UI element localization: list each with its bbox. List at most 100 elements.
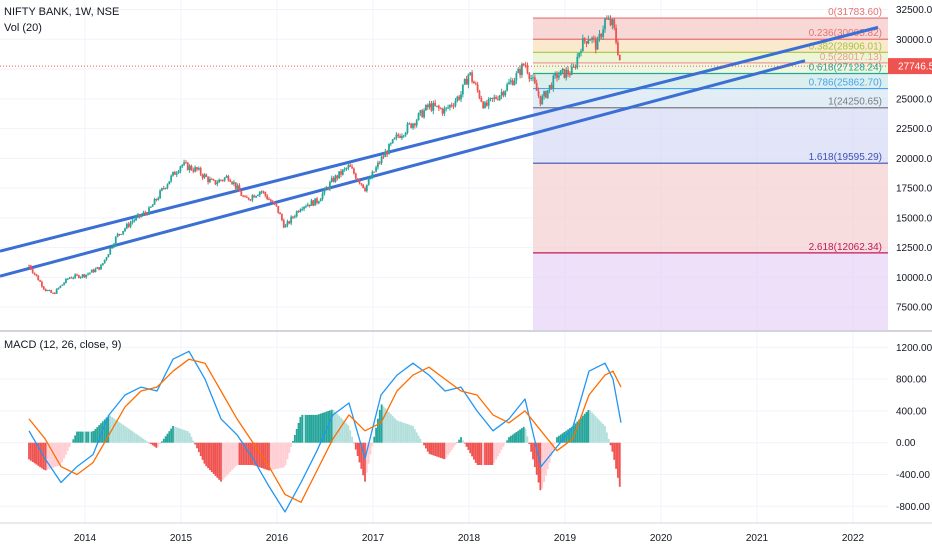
candle-body [218, 179, 221, 183]
macd-histogram-bar [90, 431, 93, 443]
macd-histogram-bar [611, 442, 614, 452]
macd-histogram-bar [129, 429, 132, 443]
candle-body [419, 110, 422, 114]
candle-body [465, 78, 468, 85]
candle-body [70, 277, 73, 279]
candle-body [349, 165, 352, 167]
candle-body [42, 286, 45, 289]
macd-histogram-bar [384, 408, 387, 443]
volume-legend[interactable]: Vol (20) [4, 22, 42, 34]
candle-body [292, 216, 294, 218]
candle-body [515, 73, 518, 81]
candle-body [66, 278, 69, 280]
candle-body [430, 103, 433, 111]
macd-histogram-bar [463, 442, 466, 444]
candle-body [199, 168, 202, 175]
candle-body [125, 223, 128, 229]
time-tick-label: 2017 [362, 533, 385, 544]
candle-body [33, 272, 36, 275]
candle-body [268, 199, 270, 201]
candle-body [74, 274, 77, 278]
candle-body [146, 213, 149, 215]
macd-histogram-bar [491, 442, 494, 465]
macd-histogram-bar [388, 412, 390, 443]
macd-histogram-bar [70, 442, 73, 444]
macd-histogram-bar [317, 414, 320, 443]
candle-body [347, 165, 350, 169]
macd-histogram-bar [116, 420, 119, 443]
macd-histogram-bar [190, 436, 193, 443]
macd-histogram-bar [290, 442, 293, 448]
macd-histogram-bar [247, 442, 250, 465]
candle-body [498, 95, 501, 100]
macd-histogram-bar [179, 428, 182, 443]
macd-histogram-bar [428, 442, 431, 455]
candle-body [371, 171, 374, 179]
price-tick-label: 32500.00 [896, 5, 932, 16]
candle-body [598, 33, 601, 39]
macd-histogram-bar [613, 442, 616, 460]
candle-body [378, 162, 381, 164]
macd-histogram-bar [68, 442, 71, 447]
macd-histogram-bar [548, 442, 551, 463]
candle-body [170, 175, 173, 182]
candle-body [563, 68, 566, 78]
macd-histogram-bar [35, 442, 38, 465]
candle-body [101, 263, 104, 266]
price-axis[interactable]: 7500.00 10000.00 12500.00 15000.00 17500.00 2… [0, 0, 932, 331]
macd-axis[interactable]: -800.00 -400.00 0.00 400.00 800.00 1200.00 [888, 333, 932, 523]
candle-body [375, 167, 377, 172]
candle-body [458, 96, 461, 100]
candle-body [65, 278, 67, 283]
macd-histogram-bar [432, 442, 435, 456]
candle-body [561, 68, 564, 71]
macd-histogram-bar [323, 412, 326, 443]
price-tick-label: 30000.00 [896, 35, 932, 46]
macd-histogram-bar [593, 414, 595, 443]
candle-body [354, 173, 357, 179]
macd-histogram-bar [41, 442, 43, 469]
candle-body [295, 211, 298, 217]
fib-zone [533, 62, 888, 74]
fib-level-label: 0.5(28017.13) [820, 52, 882, 63]
candle-body [225, 176, 228, 178]
macd-histogram-bar [509, 435, 512, 443]
candle-body [240, 191, 243, 196]
macd-histogram-bar [61, 442, 64, 463]
candle-body [489, 97, 492, 99]
macd-histogram-bar [609, 442, 612, 446]
macd-histogram-bar [482, 442, 485, 465]
candle-body [423, 110, 425, 118]
macd-histogram-bar [578, 419, 581, 443]
macd-histogram-bar [443, 442, 446, 460]
candle-body [425, 104, 427, 111]
macd-histogram-bar [312, 414, 315, 443]
trendline-lower[interactable] [0, 59, 806, 278]
last-price-badge[interactable] [888, 58, 932, 75]
candle-body [41, 281, 43, 287]
macd-histogram-bar [183, 429, 185, 443]
macd-histogram-bar [445, 442, 448, 458]
macd-histogram-bar [292, 441, 294, 443]
candle-body [120, 233, 123, 235]
macd-histogram-bar [583, 413, 586, 443]
macd-histogram-bar [423, 442, 425, 446]
candle-body [487, 98, 490, 106]
fib-level-label: 0(31783.60) [828, 7, 882, 18]
candle-body [384, 151, 387, 157]
candle-body [233, 182, 235, 184]
macd-histogram-bar [580, 417, 582, 443]
macd-histogram-bar [456, 442, 459, 443]
macd-histogram-bar [561, 433, 564, 443]
candle-body [557, 75, 560, 78]
macd-histogram-bar [194, 442, 197, 445]
macd-legend[interactable]: MACD (12, 26, close, 9) [4, 339, 122, 351]
symbol-legend[interactable]: NIFTY BANK, 1W, NSE [4, 6, 120, 18]
time-axis[interactable]: 2014 2015 2016 2017 2018 2019 2020 2021 2022 [0, 522, 932, 544]
macd-histogram-bar [135, 433, 137, 443]
macd-histogram-bar [157, 442, 160, 447]
macd-histogram-bar [600, 422, 603, 443]
macd-histogram-bar [162, 438, 165, 443]
macd-histogram-bar [303, 414, 305, 443]
